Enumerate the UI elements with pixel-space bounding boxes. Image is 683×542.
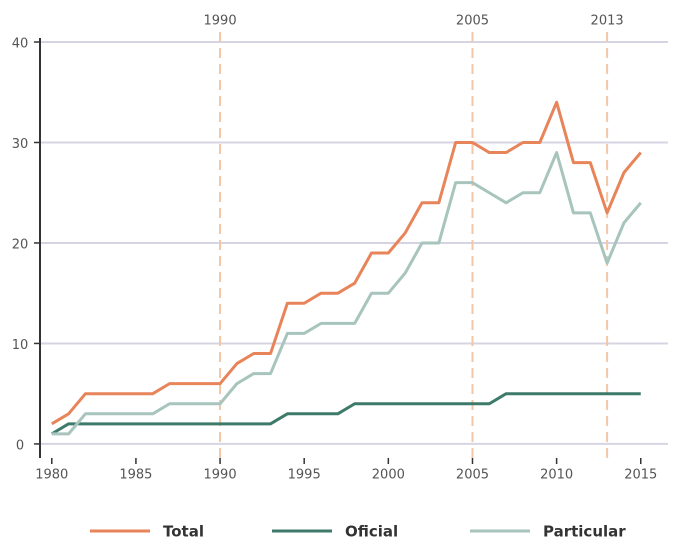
x-tick-label: 1995 [288, 468, 321, 483]
y-tick-label: 20 [12, 237, 29, 252]
y-tick-label: 10 [12, 338, 29, 353]
y-tick-label: 0 [16, 438, 24, 453]
x-tick-label: 2015 [624, 468, 657, 483]
x-tick-label: 2005 [456, 468, 489, 483]
y-tick-label: 40 [12, 37, 29, 52]
reference-label: 2013 [591, 14, 624, 29]
x-tick-label: 1985 [119, 468, 152, 483]
y-tick-label: 30 [12, 137, 29, 152]
reference-label: 2005 [456, 14, 489, 29]
series-line [51, 392, 641, 436]
series-line [51, 151, 642, 436]
series-line [51, 100, 642, 426]
legend-label: Total [163, 523, 204, 541]
x-tick-label: 1990 [204, 468, 237, 483]
x-tick-label: 2010 [540, 468, 573, 483]
reference-label: 1990 [204, 14, 237, 29]
legend-label: Particular [543, 523, 626, 541]
legend-label: Oficial [345, 523, 398, 541]
x-tick-label: 2000 [372, 468, 405, 483]
x-tick-label: 1980 [35, 468, 68, 483]
